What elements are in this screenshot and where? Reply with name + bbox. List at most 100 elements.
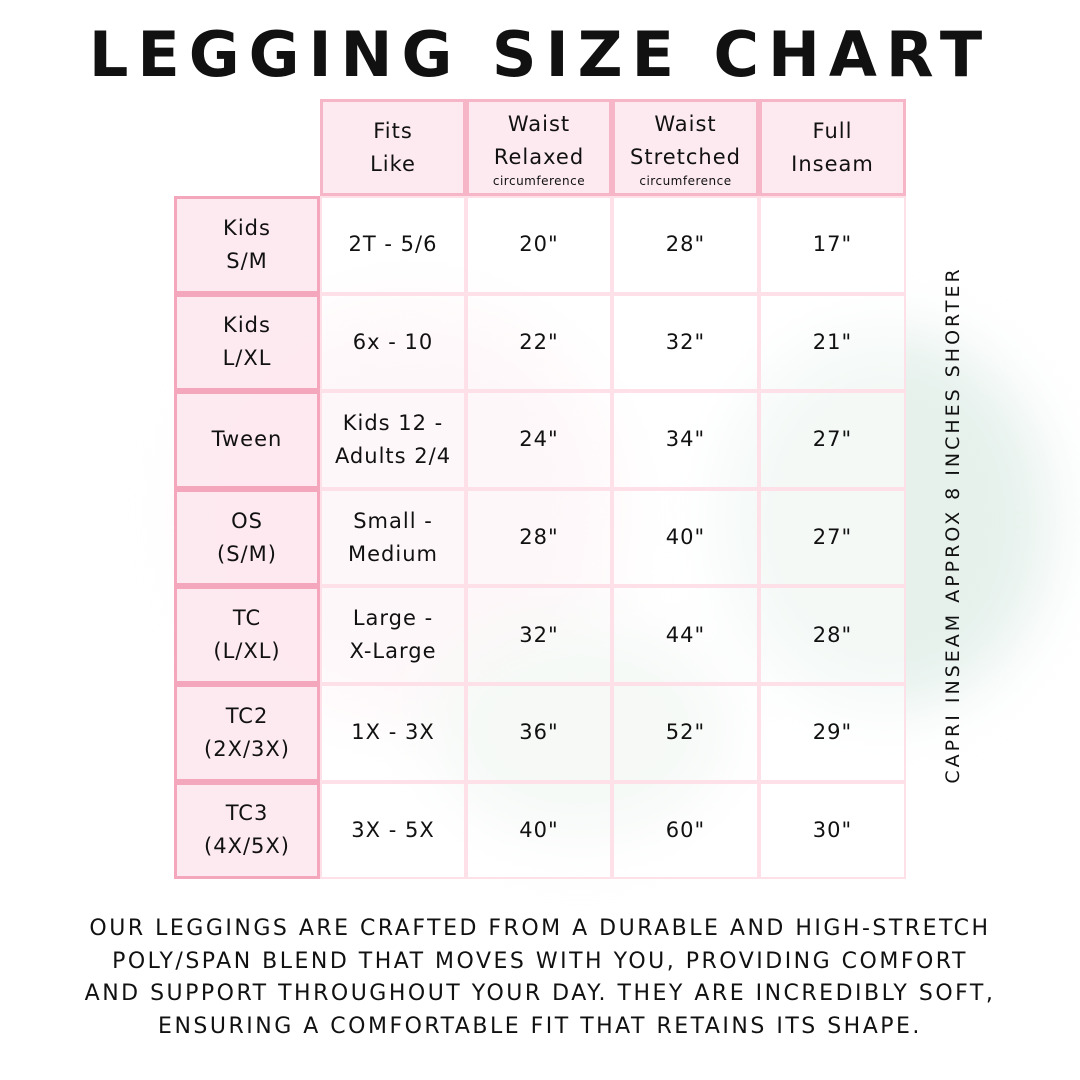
cell-text: Kids 12 - bbox=[342, 410, 444, 435]
row-header-size: TC (L/XL) bbox=[174, 586, 320, 684]
cell-text: 44" bbox=[665, 622, 706, 647]
cell-text: 3X - 5X bbox=[351, 817, 435, 842]
cell-waist-relaxed: 36" bbox=[466, 683, 612, 782]
cell-text: Waist bbox=[654, 111, 717, 136]
cell-waist-relaxed: 40" bbox=[466, 781, 612, 880]
column-header: Fits Like bbox=[320, 99, 466, 196]
cell-fits-like: Large - X-Large bbox=[320, 586, 466, 684]
cell-full-inseam: 29" bbox=[759, 683, 906, 782]
description-line: Our leggings are crafted from a durable … bbox=[89, 916, 991, 941]
row-header-size: OS (S/M) bbox=[174, 488, 320, 587]
cell-text: 27" bbox=[812, 427, 853, 452]
cell-text: (S/M) bbox=[217, 541, 277, 566]
cell-text: 22" bbox=[519, 329, 559, 354]
cell-text: Inseam bbox=[791, 151, 874, 176]
cell-fits-like: 2T - 5/6 bbox=[320, 196, 466, 294]
cell-text: circumference bbox=[639, 173, 732, 188]
cell-waist-stretched: 44" bbox=[612, 586, 759, 684]
cell-text: (L/XL) bbox=[213, 639, 281, 664]
description: Our leggings are crafted from a durable … bbox=[0, 913, 1080, 1043]
cell-waist-relaxed: 28" bbox=[466, 488, 612, 587]
row-header-size: Tween bbox=[174, 391, 320, 489]
page-title: LEGGING SIZE CHART bbox=[88, 18, 992, 91]
cell-text: 21" bbox=[812, 329, 853, 354]
cell-waist-relaxed: 24" bbox=[466, 391, 612, 489]
cell-text: Tween bbox=[211, 427, 283, 452]
cell-text: OS bbox=[231, 508, 263, 533]
column-header: Full Inseam bbox=[759, 99, 906, 196]
cell-text: Large - bbox=[352, 606, 434, 631]
cell-text: 34" bbox=[665, 427, 706, 452]
description-line: ensuring a comfortable fit that retains … bbox=[158, 1013, 922, 1039]
cell-text: (4X/5X) bbox=[204, 834, 290, 859]
row-header-size: Kids S/M bbox=[174, 196, 320, 294]
cell-waist-stretched: 40" bbox=[612, 488, 759, 587]
cell-text: L/XL bbox=[222, 346, 272, 371]
cell-text: 60" bbox=[665, 817, 706, 842]
column-header: Waist Stretched circumference bbox=[612, 99, 759, 196]
cell-text: Full bbox=[812, 118, 853, 143]
cell-text: 28" bbox=[665, 232, 706, 257]
cell-text: 32" bbox=[519, 622, 559, 647]
cell-waist-relaxed: 22" bbox=[466, 293, 612, 392]
cell-text: Adults 2/4 bbox=[334, 443, 452, 468]
cell-text: Medium bbox=[348, 541, 438, 566]
cell-text: 28" bbox=[812, 622, 853, 647]
cell-waist-stretched: 52" bbox=[612, 683, 759, 782]
cell-text: 1X - 3X bbox=[351, 720, 435, 745]
cell-fits-like: 3X - 5X bbox=[320, 781, 466, 880]
cell-text: circumference bbox=[492, 173, 586, 188]
cell-text: Kids bbox=[223, 313, 271, 338]
cell-text: 2T - 5/6 bbox=[348, 232, 438, 257]
cell-waist-relaxed: 20" bbox=[466, 196, 612, 294]
cell-waist-relaxed: 32" bbox=[466, 586, 612, 684]
capri-note: CAPRI INSEAM APPROX 8 INCHES SHORTER bbox=[942, 266, 964, 784]
cell-full-inseam: 28" bbox=[759, 586, 906, 684]
cell-text: TC bbox=[232, 606, 262, 631]
cell-text: 20" bbox=[519, 232, 559, 257]
description-line: poly/span blend that moves with you, pro… bbox=[112, 948, 968, 974]
cell-text: Kids bbox=[223, 215, 271, 240]
cell-full-inseam: 30" bbox=[759, 781, 906, 880]
cell-text: TC2 bbox=[225, 703, 269, 728]
cell-text: 24" bbox=[519, 427, 559, 452]
cell-text: 29" bbox=[812, 720, 853, 745]
cell-text: 52" bbox=[665, 720, 706, 745]
cell-text: (2X/3X) bbox=[204, 736, 290, 761]
cell-fits-like: Small - Medium bbox=[320, 488, 466, 587]
cell-text: 36" bbox=[519, 720, 559, 745]
cell-text: 40" bbox=[519, 817, 559, 842]
cell-fits-like: Kids 12 - Adults 2/4 bbox=[320, 391, 466, 489]
description-line: and support throughout your day. They ar… bbox=[84, 981, 996, 1006]
cell-full-inseam: 27" bbox=[759, 391, 906, 489]
size-table: Fits Like Waist Relaxed circumference Waist St… bbox=[174, 99, 906, 880]
cell-full-inseam: 17" bbox=[759, 196, 906, 294]
cell-text: 17" bbox=[812, 232, 853, 257]
cell-text: Like bbox=[370, 151, 416, 176]
cell-fits-like: 1X - 3X bbox=[320, 683, 466, 782]
cell-text: Waist bbox=[507, 111, 571, 136]
row-header-size: TC2 (2X/3X) bbox=[174, 683, 320, 782]
cell-text: Relaxed bbox=[493, 144, 585, 169]
column-header: Waist Relaxed circumference bbox=[466, 99, 612, 196]
cell-waist-stretched: 32" bbox=[612, 293, 759, 392]
cell-text: S/M bbox=[226, 248, 268, 273]
row-header-size: TC3 (4X/5X) bbox=[174, 781, 320, 880]
cell-text: 40" bbox=[665, 525, 706, 550]
cell-text: 28" bbox=[519, 525, 559, 550]
cell-waist-stretched: 60" bbox=[612, 781, 759, 880]
cell-waist-stretched: 28" bbox=[612, 196, 759, 294]
cell-text: X-Large bbox=[349, 639, 437, 664]
cell-full-inseam: 27" bbox=[759, 488, 906, 587]
cell-fits-like: 6x - 10 bbox=[320, 293, 466, 392]
row-header-size: Kids L/XL bbox=[174, 293, 320, 392]
cell-text: Fits bbox=[373, 118, 413, 143]
cell-text: TC3 bbox=[225, 801, 269, 826]
cell-waist-stretched: 34" bbox=[612, 391, 759, 489]
cell-text: 6x - 10 bbox=[352, 329, 434, 354]
cell-text: 32" bbox=[665, 329, 706, 354]
cell-text: 27" bbox=[812, 525, 853, 550]
cell-text: Stretched bbox=[630, 144, 741, 169]
cell-text: Small - bbox=[353, 508, 433, 533]
table-corner bbox=[174, 99, 320, 196]
